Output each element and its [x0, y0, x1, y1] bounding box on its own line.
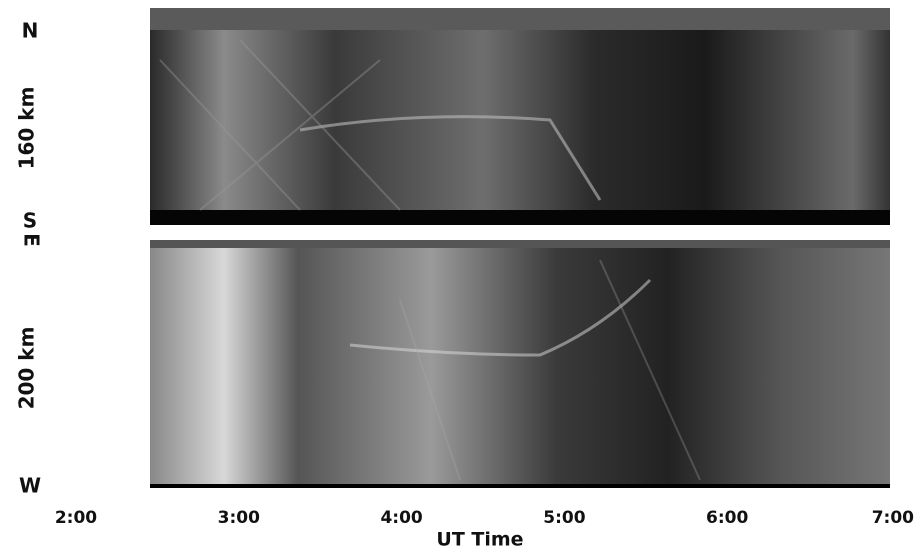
x-tick-label: 5:00: [543, 508, 585, 528]
panel-bottom-label: W: [19, 474, 41, 498]
x-axis-title: UT Time: [436, 529, 523, 551]
panel-bottom: [150, 240, 890, 488]
x-tick-label: 6:00: [706, 508, 748, 528]
altitude-label: 200 km: [15, 327, 39, 410]
altitude-label: 160 km: [15, 87, 39, 170]
panel-bottom-label: S: [23, 209, 37, 233]
x-tick-label: 3:00: [218, 508, 260, 528]
x-tick-label: 4:00: [380, 508, 422, 528]
x-tick-label: 7:00: [872, 508, 914, 528]
panel-top-label: E: [20, 233, 44, 247]
x-tick-label: 2:00: [55, 508, 97, 528]
panel-top: [150, 8, 890, 225]
panel-top-label: N: [22, 19, 39, 43]
